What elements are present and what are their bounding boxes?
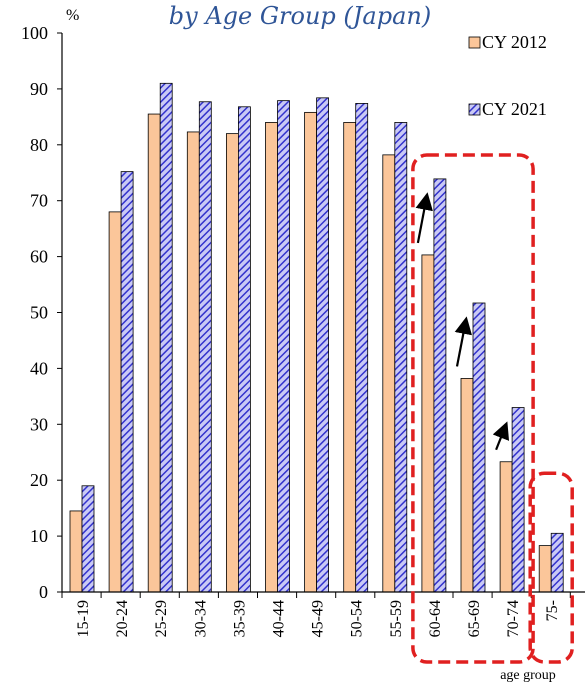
x-tick-label: 75- <box>544 600 561 621</box>
bar-cy-2012-15-19 <box>69 510 83 593</box>
bar-cy-2021-15-19 <box>81 485 95 593</box>
bars <box>69 82 564 593</box>
x-tick-label: 30-34 <box>192 600 209 637</box>
chart-title: by Age Group (Japan) <box>169 2 431 30</box>
highlight-boxes <box>411 153 574 664</box>
bar-cy-2021-75- <box>550 532 564 593</box>
x-tick-label: 50-54 <box>349 600 366 637</box>
y-tick-label: 0 <box>39 582 48 602</box>
legend-label: CY 2012 <box>482 32 547 52</box>
bar-cy-2021-30-34 <box>198 101 212 593</box>
y-tick-label: 100 <box>21 23 48 43</box>
x-tick-label: 40-44 <box>271 600 288 637</box>
trend-arrow-70-74 <box>492 421 510 451</box>
bar-cy-2021-20-24 <box>120 171 134 593</box>
y-tick-label: 60 <box>30 247 48 267</box>
trend-arrow-60-64 <box>415 192 433 244</box>
legend-label: CY 2021 <box>482 99 547 119</box>
bar-cy-2012-55-59 <box>382 154 396 593</box>
highlight-box <box>528 471 574 664</box>
legend-swatch <box>468 103 481 116</box>
y-tick-label: 70 <box>30 191 48 211</box>
x-tick-label: 60-64 <box>427 600 444 637</box>
bar-cy-2021-55-59 <box>394 122 408 593</box>
x-tick-label: 15-19 <box>75 600 92 637</box>
y-axis-unit: % <box>66 7 79 24</box>
legend-swatch <box>468 36 481 49</box>
bar-cy-2012-75- <box>538 545 552 593</box>
y-tick-label: 90 <box>30 79 48 99</box>
y-tick-label: 40 <box>30 358 48 378</box>
bar-cy-2021-70-74 <box>511 407 525 593</box>
y-tick-label: 50 <box>30 303 48 323</box>
axes <box>61 33 585 593</box>
bar-cy-2012-25-29 <box>147 113 161 593</box>
bar-cy-2012-40-44 <box>265 122 278 593</box>
bar-cy-2012-65-69 <box>460 378 474 593</box>
y-tick-label: 30 <box>30 414 48 434</box>
bar-cy-2012-70-74 <box>499 461 513 593</box>
x-tick-label: 45-49 <box>310 600 327 637</box>
y-tick-label: 80 <box>30 135 48 155</box>
bar-cy-2021-25-29 <box>159 82 173 593</box>
x-tick-label: 35-39 <box>231 600 248 637</box>
bar-cy-2021-50-54 <box>355 103 369 593</box>
trend-arrow-65-69 <box>454 316 472 367</box>
bar-cy-2021-60-64 <box>433 178 447 593</box>
highlight-box <box>411 153 535 664</box>
y-tick-label: 10 <box>30 526 48 546</box>
bar-cy-2021-40-44 <box>277 100 290 593</box>
x-tick-label: 25-29 <box>153 600 170 637</box>
y-tick-label: 20 <box>30 470 48 490</box>
x-axis: 15-19 20-24 25-29 30-34 35-39 40-44 45-49 50-54… <box>61 592 571 637</box>
x-tick-label: 65-69 <box>466 600 483 637</box>
bar-cy-2012-60-64 <box>421 254 435 593</box>
bar-cy-2012-35-39 <box>225 133 239 593</box>
bar-cy-2021-65-69 <box>472 302 486 593</box>
bar-cy-2012-45-49 <box>304 111 318 593</box>
x-tick-label: 70-74 <box>505 600 522 637</box>
x-axis-label: age group <box>500 668 556 682</box>
legend: CY 2012 CY 2021 <box>468 32 547 119</box>
y-axis: 0 10 20 30 40 50 60 70 80 90 100 <box>21 23 62 602</box>
bar-cy-2012-50-54 <box>343 122 357 593</box>
bar-cy-2012-30-34 <box>186 131 200 593</box>
trend-arrows <box>415 192 510 451</box>
bar-cy-2021-45-49 <box>316 97 330 593</box>
x-tick-label: 20-24 <box>114 600 131 637</box>
bar-cy-2012-20-24 <box>108 211 122 593</box>
bar-cy-2021-35-39 <box>237 106 251 593</box>
x-tick-label: 55-59 <box>388 600 405 637</box>
